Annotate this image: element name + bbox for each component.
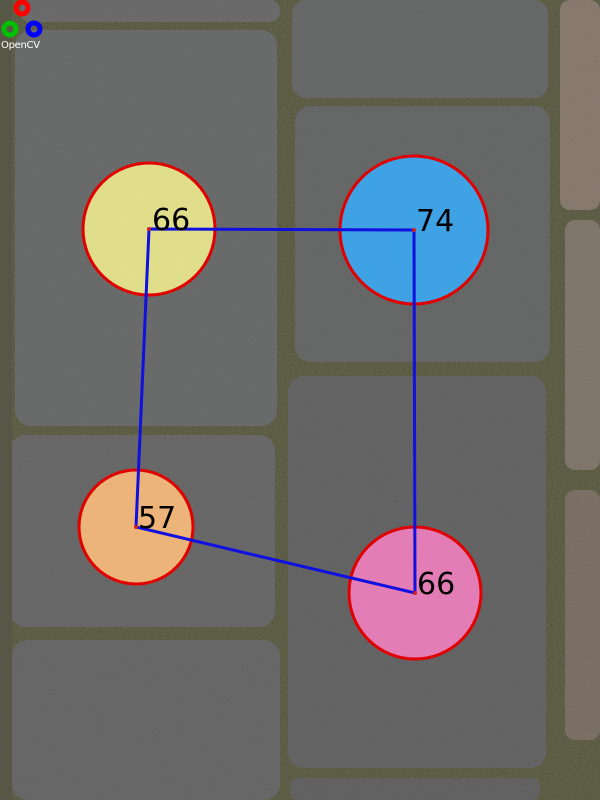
circle-label-blue: 74 bbox=[416, 204, 454, 239]
opencv-logo: OpenCV bbox=[0, 0, 46, 58]
paving-stone bbox=[20, 0, 280, 22]
logo-ring-blue bbox=[25, 20, 43, 38]
center-dot bbox=[412, 228, 416, 232]
center-dot bbox=[147, 227, 151, 231]
opencv-logo-text: OpenCV bbox=[1, 40, 40, 51]
paving-stone bbox=[560, 0, 600, 210]
paving-stone bbox=[290, 778, 540, 800]
center-dot bbox=[413, 591, 417, 595]
logo-ring-green bbox=[1, 20, 19, 38]
circle-label-orange: 57 bbox=[138, 501, 176, 536]
paving-stone bbox=[565, 490, 600, 740]
paving-stone bbox=[565, 220, 600, 470]
center-dots bbox=[134, 227, 417, 595]
circle-label-yellow: 66 bbox=[152, 203, 190, 238]
logo-ring-red bbox=[13, 0, 31, 17]
paving-stone bbox=[0, 0, 12, 800]
paving-stone bbox=[12, 640, 280, 800]
circle-label-pink: 66 bbox=[417, 567, 455, 602]
paving-stone bbox=[292, 0, 548, 98]
center-dot bbox=[134, 525, 138, 529]
